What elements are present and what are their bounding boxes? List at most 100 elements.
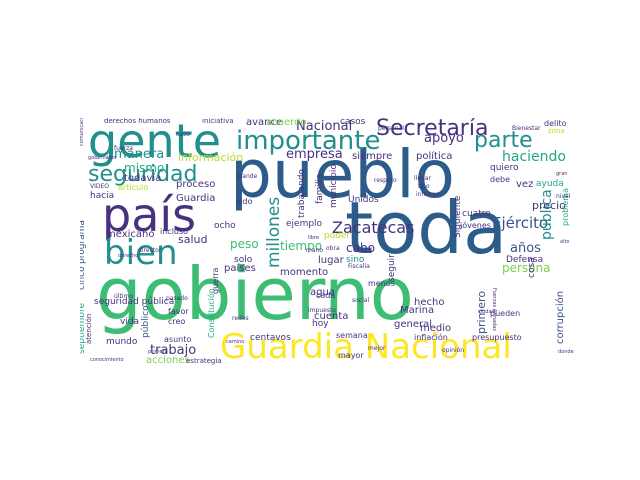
- word-haciendo: haciendo: [502, 149, 566, 165]
- word-gobernador: gobernador: [88, 155, 117, 161]
- word-momento: momento: [280, 267, 329, 278]
- word-manera: manera: [114, 147, 165, 162]
- word-sido: sido: [236, 197, 253, 206]
- word-municipio: municipio: [329, 164, 339, 208]
- word-grande: grande: [236, 173, 258, 180]
- word-nivel: nivel: [556, 193, 571, 200]
- word-solo: solo: [234, 255, 253, 265]
- word-semana: semana: [336, 331, 368, 340]
- word-proceso: proceso: [176, 179, 216, 190]
- word-defensa: Defensa: [506, 255, 544, 265]
- word-ejemplo: ejemplo: [286, 219, 323, 229]
- word-hecho: hecho: [414, 297, 445, 308]
- word-bienestar: Bienestar: [512, 125, 541, 132]
- word-seguridad-publica: seguridad pública: [94, 297, 175, 307]
- word-trabajo: trabajo: [150, 343, 197, 358]
- word-siempre: siempre: [352, 151, 393, 162]
- word-obra: obra: [326, 245, 340, 252]
- word-seguir: seguir: [387, 254, 397, 282]
- word-mejor: mejor: [368, 345, 386, 352]
- word-informe: informe: [416, 191, 440, 198]
- word-vida: vida: [120, 317, 140, 327]
- word-apoyo: apoyo: [424, 131, 464, 146]
- word-mexicano: mexicano: [106, 229, 155, 240]
- word-inflacion: inflación: [414, 333, 448, 342]
- word-fuerzas-armadas: Fuerzas Armadas: [491, 288, 497, 331]
- word-cuenta: cuenta: [314, 311, 349, 322]
- word-cabo: cabo: [346, 241, 375, 255]
- word-trabajando: trabajando: [297, 169, 307, 218]
- word-precio: precio: [532, 199, 566, 212]
- word-video: VIDEO: [90, 183, 110, 190]
- word-estrategia: estrategia: [186, 357, 222, 365]
- word-poder: poder: [324, 231, 351, 241]
- word-redes: redes: [232, 315, 249, 322]
- word-pais: país: [102, 188, 197, 242]
- word-hacia: hacia: [90, 191, 115, 201]
- word-anos: años: [510, 241, 541, 256]
- word-impuesto: impuesto: [308, 307, 336, 314]
- word-primera: primera: [148, 349, 168, 355]
- word-guardia: Guardia: [176, 193, 216, 204]
- word-delito: delito: [544, 119, 567, 128]
- word-guardia-nacional: Guardia Nacional: [220, 327, 512, 367]
- word-pueblo: pueblo: [230, 136, 455, 213]
- word-cuatro: cuatro: [462, 209, 491, 219]
- word-informacion: información: [178, 151, 244, 164]
- word-zona: zona: [548, 127, 565, 135]
- word-corrupcion: corrupción: [555, 290, 566, 344]
- word-gran: gran: [556, 171, 568, 177]
- word-lugar: lugar: [318, 255, 344, 266]
- word-pasado: pasado: [166, 295, 188, 302]
- word-cosa: cosa: [527, 257, 537, 278]
- word-social: social: [352, 297, 370, 304]
- word-alto: alto: [560, 239, 570, 245]
- word-hoy: hoy: [312, 319, 329, 329]
- word-todavia: todavía: [124, 173, 162, 184]
- word-seguridad: seguridad: [88, 162, 198, 187]
- word-conocimiento: conocimiento: [90, 357, 124, 363]
- word-avance: avance: [246, 118, 283, 128]
- word-parte: parte: [474, 128, 533, 153]
- word-persona: persona: [502, 261, 551, 275]
- word-constitucion: Constitución: [207, 288, 216, 338]
- word-personal: personal: [378, 125, 404, 132]
- word-familia: familia: [315, 173, 325, 204]
- word-tipo: tipo: [418, 183, 430, 190]
- word-ayuda: ayuda: [536, 179, 564, 189]
- word-programa: programa: [80, 220, 87, 264]
- word-fuerza: fuerza: [114, 145, 133, 152]
- word-creo: creo: [168, 317, 186, 326]
- word-ocho: ocho: [214, 221, 236, 231]
- word-atencion: atención: [85, 313, 93, 344]
- word-pueden: pueden: [490, 309, 521, 318]
- word-respeto: respeto: [374, 177, 397, 184]
- word-mismo: mismo: [124, 161, 165, 175]
- word-quiero: quiero: [490, 163, 519, 173]
- word-importante: importante: [236, 126, 381, 156]
- word-unidos: Unidos: [348, 195, 379, 205]
- word-millones: millones: [264, 196, 284, 268]
- word-salud: salud: [178, 233, 208, 246]
- word-donde: donde: [558, 349, 574, 355]
- word-favor: favor: [168, 307, 189, 316]
- word-gobierno: gobierno: [96, 252, 414, 336]
- word-guerra: guerra: [211, 267, 220, 294]
- word-acciones: acciones: [146, 355, 190, 366]
- word-director: director: [138, 247, 162, 254]
- word-caso: caso: [176, 131, 190, 138]
- word-mundo: mundo: [106, 337, 138, 347]
- word-agua: agua: [310, 287, 335, 298]
- word-jovenes: jóvenes: [460, 221, 491, 230]
- word-llegar: llegar: [414, 175, 431, 182]
- word-medio: medio: [420, 323, 452, 334]
- word-marina: Marina: [400, 305, 435, 316]
- word-incluso: incluso: [160, 227, 189, 236]
- word-mayor: mayor: [338, 351, 364, 360]
- word-ultimo: último: [114, 293, 134, 300]
- word-iniciativa: iniciativa: [202, 118, 234, 125]
- word-peso: peso: [230, 237, 259, 251]
- word-publica: pública: [539, 189, 555, 240]
- word-vez: vez: [516, 179, 534, 190]
- word-casos: casos: [340, 118, 366, 127]
